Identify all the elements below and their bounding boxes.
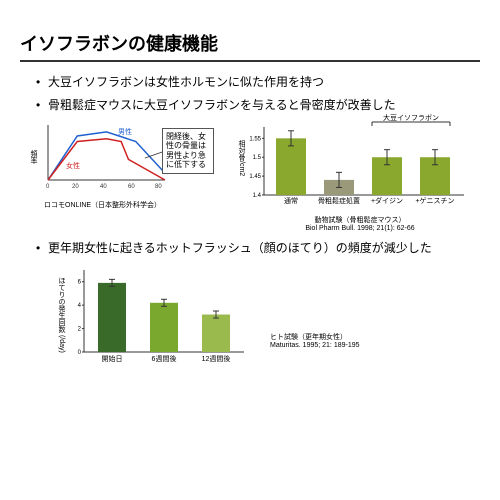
svg-text:男性: 男性 xyxy=(118,127,132,136)
chart1-callout: 閉経後、女性の骨量は男性より急に低下する xyxy=(162,128,214,174)
svg-text:20: 20 xyxy=(72,184,79,190)
svg-text:1.55: 1.55 xyxy=(249,136,261,142)
svg-text:12週間後: 12週間後 xyxy=(202,354,231,363)
chart1-ylabel: 頻率 xyxy=(28,150,38,164)
svg-text:骨粗鬆症処置: 骨粗鬆症処置 xyxy=(318,196,360,205)
chart2-ylabel: 相対骨/cm2 xyxy=(236,140,246,176)
svg-text:60: 60 xyxy=(128,184,135,190)
bone-mass-line-chart: 頻率 020406080 男性 女性 閉経後、女性の骨量は男性より急に低下 xyxy=(30,120,210,210)
bullet-3: 更年期女性に起きるホットフラッシュ（顔のほてり）の頻度が減少した xyxy=(36,240,480,257)
chart1-caption: ロコモONLINE（日本整形外科学会） xyxy=(44,200,210,210)
svg-text:0: 0 xyxy=(46,184,50,190)
svg-text:4: 4 xyxy=(78,304,82,310)
chart2-caption1: 動物試験（骨粗鬆症マウス） xyxy=(240,215,480,225)
bone-density-bar-chart: 相対骨/cm2 1.41.451.51.55通常骨粗鬆症処置+ダイジン+ゲニスチ… xyxy=(240,120,480,232)
svg-text:1.4: 1.4 xyxy=(253,193,262,199)
svg-text:通常: 通常 xyxy=(284,196,298,205)
svg-text:女性: 女性 xyxy=(66,161,80,170)
svg-text:0: 0 xyxy=(78,350,82,356)
svg-text:6週間後: 6週間後 xyxy=(152,354,177,363)
svg-text:80: 80 xyxy=(155,184,162,190)
bullet-2: 骨粗鬆症マウスに大豆イソフラボンを与えると骨密度が改善した xyxy=(36,97,480,114)
svg-text:6: 6 xyxy=(78,280,82,286)
chart3-caption1: ヒト試験（更年期女性） xyxy=(270,332,360,342)
chart3-ylabel: ほてりの発生回数 (/day) xyxy=(56,277,66,353)
hotflash-bar-chart: ほてりの発生回数 (/day) 0246開始日6週間後12週間後 xyxy=(60,262,260,367)
svg-text:2: 2 xyxy=(78,327,82,333)
svg-text:+ダイジン: +ダイジン xyxy=(371,196,403,205)
page-title: イソフラボンの健康機能 xyxy=(20,30,480,62)
chart3-caption2: Maturitas. 1995; 21: 189-195 xyxy=(270,342,360,349)
svg-text:1.45: 1.45 xyxy=(249,174,261,180)
svg-text:+ゲニスチン: +ゲニスチン xyxy=(415,196,454,205)
svg-text:大豆イソフラボン: 大豆イソフラボン xyxy=(383,113,439,122)
svg-text:開始日: 開始日 xyxy=(102,354,123,363)
chart2-caption2: Biol Pharm Bull. 1998; 21(1): 62-66 xyxy=(240,225,480,232)
bullet-1: 大豆イソフラボンは女性ホルモンに似た作用を持つ xyxy=(36,74,480,91)
svg-text:40: 40 xyxy=(100,184,107,190)
svg-text:1.5: 1.5 xyxy=(253,155,262,161)
